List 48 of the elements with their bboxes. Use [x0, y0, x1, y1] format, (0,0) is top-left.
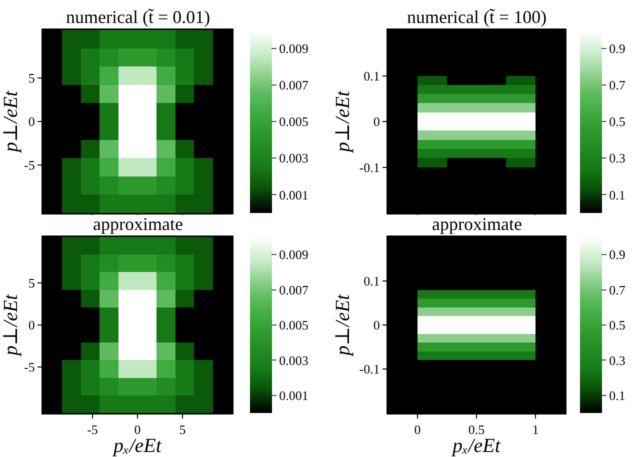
y-tick-label: 0 [373, 114, 380, 130]
y-tick-label: 0 [373, 318, 380, 333]
color-bar-label: 0.005 [279, 114, 308, 130]
x-tick-label: 5 [179, 422, 186, 438]
y-tick-label: 0.1 [364, 274, 380, 289]
x-axis-title: pₓ/eEt [112, 435, 162, 457]
x-tick-label: -5 [87, 422, 98, 438]
chart-title: approximate [432, 214, 522, 234]
color-bar-label: 0.1 [609, 388, 626, 403]
color-bar-label: 0.7 [609, 77, 626, 92]
y-tick-label: -5 [24, 158, 35, 173]
color-bar-label: 0.9 [609, 247, 626, 262]
color-bar-label: 0.009 [279, 247, 308, 262]
chart-title: numerical (t̃ = 100) [407, 7, 547, 27]
x-tick-label: 0 [414, 422, 421, 438]
color-bar-label: 0.009 [279, 40, 308, 56]
color-bar-label: 0.7 [609, 282, 626, 298]
color-bar-label: 0.5 [609, 318, 626, 333]
x-tick-label: 1 [532, 422, 539, 438]
color-bar-label: 0.001 [279, 187, 308, 202]
y-axis-title: p⊥/eEt [332, 90, 354, 154]
color-bar-label: 0.001 [279, 388, 308, 403]
color-bar-label: 0.5 [609, 114, 626, 130]
y-tick-label: 0 [28, 318, 35, 333]
color-bar-label: 0.3 [609, 352, 626, 368]
y-axis-title: p⊥/eEt [0, 90, 22, 154]
color-bar-label: 0.005 [279, 318, 308, 333]
color-bar-label: 0.3 [609, 150, 626, 166]
y-axis-title: p⊥/eEt [332, 294, 354, 358]
y-tick-label: -5 [24, 359, 35, 374]
color-bar-label: 0.1 [609, 187, 626, 202]
y-tick-label: 5 [28, 276, 35, 291]
chart-title: approximate [93, 214, 183, 234]
color-bar-label: 0.003 [279, 352, 308, 368]
x-axis-title: pₓ/eEt [450, 435, 501, 457]
color-bar-label: 0.003 [279, 150, 308, 166]
y-tick-label: 5 [28, 70, 35, 86]
y-tick-label: -0.1 [359, 362, 380, 377]
y-tick-label: 0 [28, 114, 35, 130]
y-tick-label: -0.1 [359, 160, 380, 175]
y-tick-label: 0.1 [364, 68, 380, 84]
chart-title: numerical (t̃ = 0.01) [66, 7, 210, 27]
x-tick-label: 0 [134, 422, 141, 438]
x-tick-label: 0.5 [468, 422, 485, 438]
color-bar-label: 0.9 [609, 40, 626, 56]
color-bar-label: 0.007 [279, 282, 309, 298]
y-axis-title: p⊥/eEt [0, 294, 22, 358]
color-bar-label: 0.007 [279, 77, 309, 92]
